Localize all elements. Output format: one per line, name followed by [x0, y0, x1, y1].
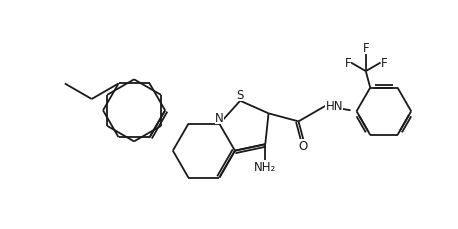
Text: N: N — [215, 111, 224, 124]
Text: O: O — [299, 140, 308, 153]
Text: HN: HN — [325, 100, 343, 113]
Text: F: F — [344, 57, 351, 70]
Text: F: F — [362, 42, 369, 55]
Text: S: S — [236, 88, 244, 101]
Text: F: F — [381, 57, 387, 70]
Text: NH₂: NH₂ — [254, 160, 277, 173]
